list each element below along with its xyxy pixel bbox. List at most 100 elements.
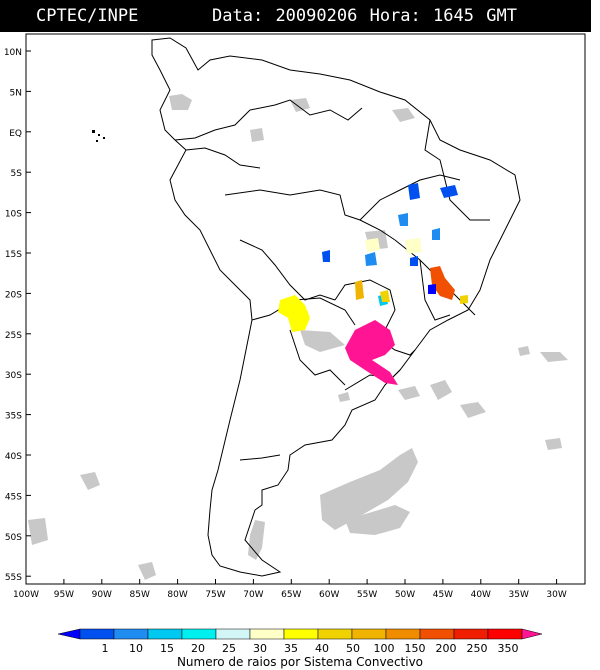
legend-value: 150: [405, 642, 426, 655]
country-border: [174, 109, 251, 141]
legend-caption: Numero de raios por Sistema Convectivo: [176, 655, 424, 669]
country-border: [239, 239, 336, 301]
cluster-orange: [430, 266, 455, 300]
legend-swatch: [249, 628, 285, 640]
cluster-lightyellow: [405, 238, 422, 254]
island: [103, 137, 105, 139]
cluster-magenta: [345, 320, 398, 385]
legend-swatch: [385, 628, 421, 640]
legend-value: 250: [467, 642, 488, 655]
legend-swatch: [283, 628, 319, 640]
lat-label: 25S: [5, 331, 22, 341]
country-border: [224, 189, 396, 241]
legend-colorbar: [57, 628, 543, 640]
cloud-patch: [345, 505, 410, 535]
cloud-patch: [460, 402, 486, 418]
legend-value: 10: [129, 642, 143, 655]
cloud-patch: [518, 346, 530, 356]
cluster-blue: [322, 250, 330, 262]
map: 10N5NEQ5S10S15S20S25S30S35S40S45S50S55S …: [4, 33, 586, 600]
cluster-blue: [410, 256, 418, 266]
cloud-patch: [80, 472, 100, 490]
lon-label: 90W: [92, 590, 112, 600]
cluster-blue: [408, 183, 420, 200]
lat-label: 50S: [5, 533, 22, 543]
lat-label: 5N: [10, 88, 22, 98]
country-border: [424, 119, 490, 221]
cloud-patch: [392, 108, 415, 122]
legend-swatch: [487, 628, 523, 640]
country-border: [239, 454, 281, 461]
lat-label: EQ: [9, 129, 22, 139]
country-border: [249, 99, 363, 121]
lon-label: 45W: [433, 590, 453, 600]
lat-label: 40S: [5, 452, 22, 462]
legend-value: 200: [436, 642, 457, 655]
island: [96, 140, 98, 142]
lat-label: 10N: [4, 48, 22, 58]
lon-label: 70W: [243, 590, 263, 600]
cloud-patch: [138, 562, 156, 580]
legend-swatch: [57, 628, 81, 640]
lat-label: 5S: [11, 169, 23, 179]
cluster-blue: [440, 185, 458, 198]
cluster-yellow: [380, 290, 390, 302]
hour-label: Hora:: [369, 6, 421, 26]
legend: 1 10 15 20 25 30 35 40 50 100 150 200 250 350: [57, 628, 543, 655]
legend-swatch: [113, 628, 149, 640]
legend-value: 15: [160, 642, 174, 655]
lat-label: 30S: [5, 371, 22, 381]
lon-label: 75W: [205, 590, 225, 600]
cloud-patch: [300, 330, 345, 352]
legend-value: 40: [315, 642, 329, 655]
lon-label: 55W: [357, 590, 377, 600]
cluster-blue: [428, 284, 436, 294]
source-label: CPTEC/INPE: [36, 6, 139, 26]
legend-value: 50: [346, 642, 360, 655]
country-border: [419, 259, 451, 321]
cloud-patch: [398, 386, 420, 400]
country-border: [185, 147, 261, 169]
cloud-patch: [430, 380, 452, 400]
legend-swatch: [521, 628, 543, 640]
lon-label: 40W: [471, 590, 491, 600]
cloud-patch: [250, 128, 264, 142]
legend-value: 20: [191, 642, 205, 655]
cluster-lightyellow: [365, 238, 380, 252]
island: [98, 134, 100, 136]
country-border: [334, 279, 396, 341]
datetime-label: Data: 20090206 Hora: 1645 GMT: [212, 6, 517, 26]
legend-swatch: [351, 628, 387, 640]
legend-swatch: [453, 628, 489, 640]
cloud-cover: [28, 94, 568, 580]
map-frame: [25, 33, 586, 585]
legend-swatch: [419, 628, 455, 640]
hour-value: 1645: [433, 6, 474, 26]
cloud-patch: [28, 518, 48, 545]
country-border: [251, 297, 356, 326]
longitude-axis: 100W 95W 90W 85W 80W 75W 70W 65W 60W 55W 50W 45W 40W…: [13, 579, 567, 600]
cloud-patch: [540, 352, 568, 362]
legend-value: 25: [222, 642, 236, 655]
lon-label: 95W: [54, 590, 74, 600]
lon-label: 60W: [319, 590, 339, 600]
lon-label: 80W: [167, 590, 187, 600]
lat-label: 15S: [5, 250, 22, 260]
date-label: Data:: [212, 6, 264, 26]
lat-label: 20S: [5, 290, 22, 300]
convective-systems: [278, 183, 468, 385]
cloud-patch: [338, 392, 350, 402]
cluster-yellow: [278, 295, 310, 332]
latitude-axis: 10N 5N EQ 5S 10S 15S 20S 25S 30S 35S 40S 45S 50S 55S: [4, 48, 31, 583]
lon-label: 35W: [509, 590, 529, 600]
cloud-patch: [290, 98, 310, 112]
legend-swatch: [215, 628, 251, 640]
country-border: [289, 329, 346, 386]
cloud-patch: [248, 520, 265, 560]
legend-swatch: [79, 628, 115, 640]
legend-swatch: [147, 628, 183, 640]
south-america-outline: [151, 37, 521, 577]
lon-label: 50W: [395, 590, 415, 600]
cluster-blue: [432, 228, 440, 240]
lat-label: 35S: [5, 412, 22, 422]
